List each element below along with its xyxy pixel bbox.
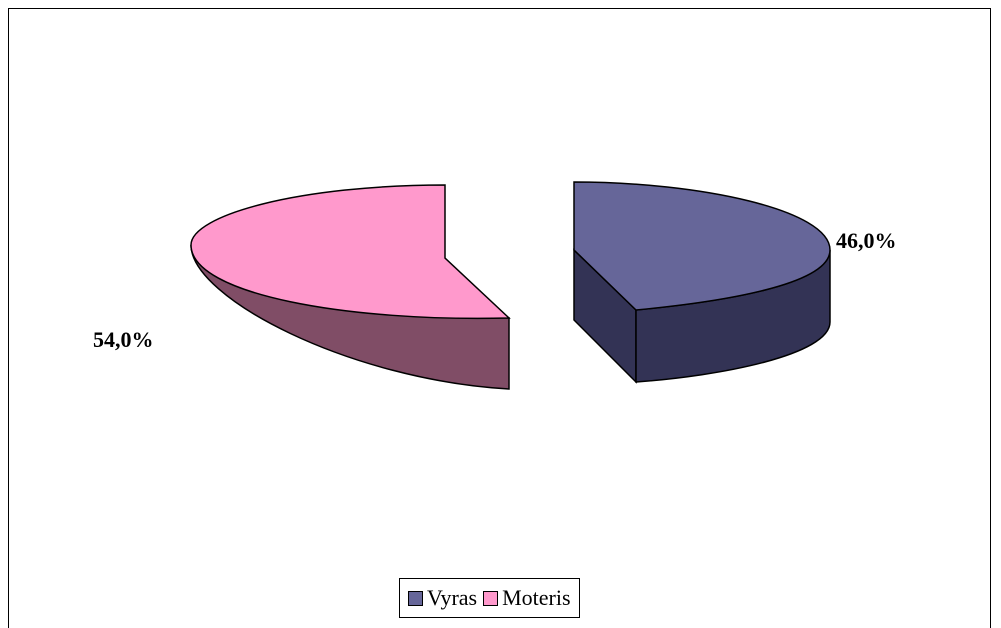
legend: Vyras Moteris [399,578,580,618]
legend-label-vyras: Vyras [427,585,478,610]
slice-moteris-top [190,184,511,320]
legend-swatch-vyras [408,590,423,606]
legend-item-vyras: Vyras [408,585,477,611]
data-label-moteris: 54,0% [93,327,154,352]
legend-item-moteris: Moteris [483,585,571,611]
data-label-vyras: 46,0% [836,228,897,253]
legend-label-moteris: Moteris [502,585,571,610]
legend-swatch-moteris [483,590,499,606]
chart-frame [8,8,991,628]
slice-vyras-top [573,181,831,311]
